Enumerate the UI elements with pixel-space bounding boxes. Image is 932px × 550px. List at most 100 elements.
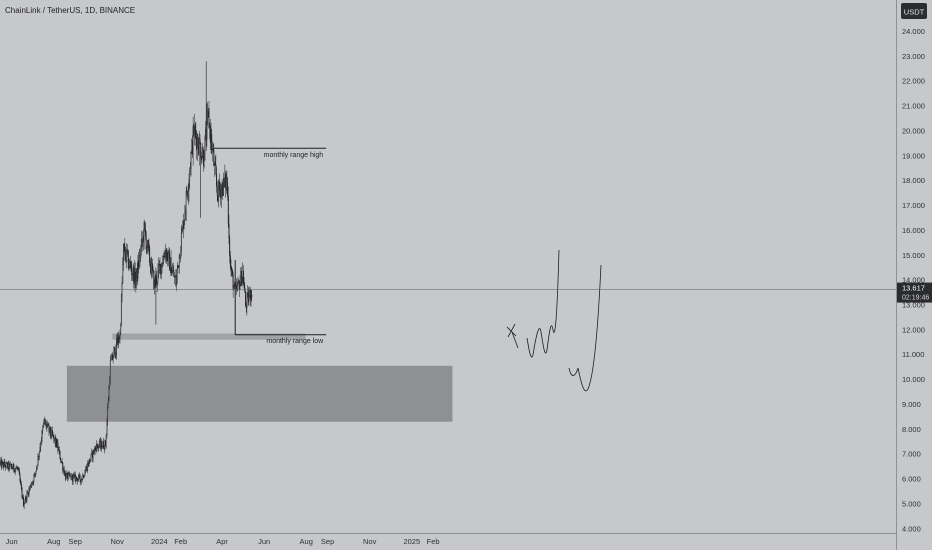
candle [154, 274, 156, 288]
candle-body [211, 134, 213, 151]
demand-zone[interactable] [66, 365, 453, 422]
candle [162, 255, 164, 268]
candle-body [138, 255, 140, 268]
candle-body [42, 427, 44, 431]
candle-body [72, 475, 74, 482]
currency-button-bg[interactable] [901, 3, 927, 19]
candle-body [153, 270, 155, 289]
candle-body [2, 462, 4, 468]
candle-body [220, 188, 222, 199]
candle-body [127, 250, 129, 255]
candle-body [55, 438, 57, 444]
candle-body [58, 449, 60, 452]
candle [137, 254, 139, 282]
candle-body [223, 177, 225, 183]
candle [38, 451, 40, 461]
candle-body [156, 280, 158, 284]
candle [189, 167, 191, 189]
candle [133, 264, 135, 289]
candle-body [224, 173, 226, 182]
candle [10, 463, 12, 470]
candle [209, 119, 211, 151]
candle [229, 235, 231, 264]
candle [156, 280, 158, 292]
drawings-layer [506, 249, 602, 392]
candle [127, 249, 129, 270]
candle-body [229, 255, 231, 267]
candle [16, 464, 18, 469]
candle [194, 123, 196, 139]
candle-body [86, 466, 88, 471]
candle-body [48, 425, 50, 432]
candle-body [82, 475, 84, 478]
candle-body [99, 441, 101, 447]
candle-body [107, 400, 109, 409]
candle-body [39, 447, 41, 452]
candle [51, 426, 53, 439]
candle-body [228, 223, 230, 239]
candle [71, 472, 73, 481]
candle [112, 354, 114, 364]
candle-body [61, 461, 63, 464]
candle-body [129, 261, 131, 267]
candle [60, 457, 62, 464]
candle-body [77, 478, 79, 482]
candle [149, 258, 151, 274]
candle-body [4, 461, 6, 466]
candle-body [125, 249, 127, 261]
candle [45, 420, 47, 430]
candle [80, 479, 82, 486]
candle [73, 472, 75, 479]
support-band[interactable] [112, 333, 306, 340]
currency-button-label[interactable]: USDT [904, 8, 925, 17]
candle-body [172, 270, 174, 272]
candle-body [163, 256, 165, 258]
price-tick-label: 13.000 [902, 301, 925, 310]
levels-layer: monthly range high monthly range low [213, 147, 327, 345]
candle-body [47, 423, 49, 427]
candle [226, 170, 228, 192]
candle [175, 269, 177, 287]
candle-body [126, 249, 128, 255]
candle-body [89, 459, 91, 463]
candle-body [13, 463, 15, 471]
price-axis[interactable]: 24.000 23.000 22.000 21.000 20.000 19.000 18.0… [902, 27, 925, 533]
candle [196, 130, 198, 160]
projection-x-mark[interactable] [506, 323, 519, 349]
candle-body [0, 460, 2, 468]
candle [203, 146, 204, 172]
candle [223, 177, 225, 188]
candle-body [129, 261, 131, 265]
candle [18, 466, 20, 472]
candle [47, 422, 49, 426]
currency-button[interactable]: USDT [901, 3, 927, 19]
candle [136, 268, 138, 289]
candle-body [97, 446, 99, 448]
candle [151, 256, 153, 279]
candle [89, 459, 91, 463]
candle [22, 495, 24, 500]
candle [158, 259, 160, 274]
candle [243, 265, 244, 286]
candle [109, 355, 111, 385]
range-high-label: monthly range high [264, 152, 324, 159]
candle [210, 123, 212, 154]
candle-body [41, 430, 43, 441]
time-axis[interactable]: Jun Aug Sep Nov 2024 Feb Apr Jun Aug Sep Nov 2025 Fe… [6, 537, 440, 546]
candle-body [214, 163, 216, 166]
candle [243, 277, 245, 291]
candle [187, 183, 189, 205]
candle-body [123, 244, 124, 265]
candle-body [56, 438, 58, 448]
projection-path-a[interactable] [526, 249, 560, 358]
projection-path-b[interactable] [568, 264, 602, 392]
candle-body [74, 474, 75, 476]
candle-body [196, 137, 198, 150]
candle-body [114, 346, 115, 351]
candle-body [184, 213, 186, 221]
candle [29, 484, 31, 491]
candle [193, 123, 195, 137]
candle-body [195, 130, 197, 138]
